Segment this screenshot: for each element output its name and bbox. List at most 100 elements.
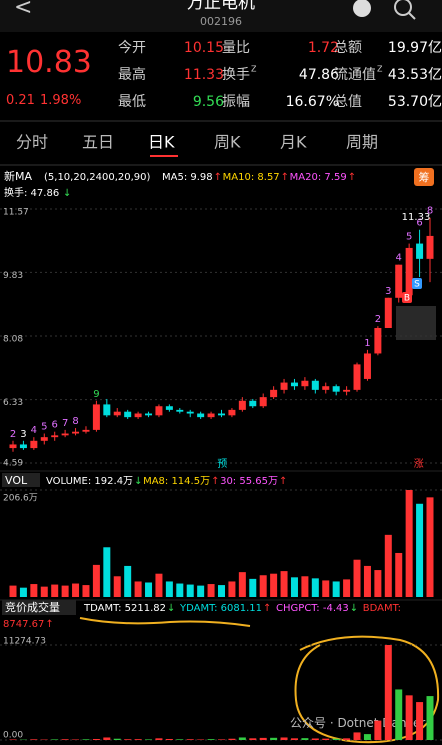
stat-value: 47.86 [299, 67, 339, 83]
zone-box [396, 306, 436, 340]
stat-value: 19.97亿 [388, 40, 442, 56]
back-button[interactable]: < [14, 0, 32, 20]
ma-item: MA5: 9.98 [162, 172, 213, 183]
volume-bar [363, 565, 371, 597]
bottom-mark: 涨 [414, 458, 424, 470]
stat-label: 振幅 [222, 94, 250, 110]
count-label: 8 [72, 416, 78, 427]
buy-bg [402, 292, 412, 303]
count-label: 8 [427, 206, 433, 217]
candle-body [155, 406, 163, 416]
auction-bar [82, 739, 90, 740]
auction-tag [2, 600, 76, 615]
auction-bar [426, 696, 434, 740]
auction-bar [259, 737, 267, 740]
volume-bar [270, 573, 278, 597]
auction-bar [103, 737, 111, 740]
vol-item: MA8: 114.5万 [143, 476, 210, 487]
tab[interactable]: 五日 [82, 133, 114, 152]
volume-bar [249, 578, 257, 597]
auction-bar [145, 739, 153, 740]
divider [0, 120, 442, 122]
candle-body [197, 413, 205, 418]
volume-bar [124, 565, 132, 597]
auction-bar [218, 739, 225, 740]
tab[interactable]: 周期 [346, 133, 378, 152]
tab[interactable]: 分时 [16, 133, 48, 152]
search-icon[interactable] [394, 0, 412, 16]
ma-arrow: ↑ [348, 172, 356, 183]
candle-body [301, 380, 309, 387]
candle-body [353, 364, 361, 390]
tab[interactable]: 月K [280, 133, 307, 152]
stat-value: 16.67% [286, 94, 339, 110]
volume-bar [290, 577, 298, 597]
auction-arrow: ↓ [167, 603, 175, 614]
stat-sup: Z [251, 65, 257, 74]
high-label: 11.33 [402, 212, 431, 223]
indicator-name: 新MA [4, 169, 32, 183]
y-tick-label: 206.6万 [3, 494, 38, 504]
candle-body [145, 413, 153, 416]
candle-body [280, 382, 288, 390]
tab[interactable]: 周K [214, 133, 241, 152]
turnover-arrow: ↓ [63, 188, 71, 199]
indicator-params: (5,10,20,2400,20,90) [44, 172, 151, 183]
candle-body [343, 389, 351, 392]
vol-arrow: ↑ [279, 476, 287, 487]
auction-bar [374, 720, 382, 740]
indicator-name: VOL [5, 474, 28, 487]
volume-bar [165, 581, 173, 597]
volume-bar [207, 584, 215, 597]
tab[interactable]: 日K [148, 133, 175, 152]
y-tick-label: 11.57 [3, 208, 29, 218]
volume-bar [145, 582, 153, 597]
stat-label: 量比 [222, 40, 250, 56]
buy-mark: B [404, 294, 410, 304]
candle-body [259, 397, 267, 407]
volume-bar [259, 575, 267, 597]
volume-bar [218, 585, 225, 597]
auction-bar [311, 738, 319, 740]
volume-bar [332, 581, 340, 597]
annotation-underline [79, 617, 251, 627]
candle-body [92, 404, 100, 430]
count-label: 2 [375, 314, 381, 325]
auction-arrow: ↓ [350, 603, 358, 614]
candle-body [395, 264, 403, 298]
auction-bar [332, 738, 340, 740]
count-label: 3 [20, 429, 26, 440]
stat-sup: Z [377, 65, 383, 74]
y-tick-label: 11274.73 [3, 637, 46, 647]
volume-bar [322, 580, 330, 597]
volume-bar [51, 584, 59, 597]
candle-body [249, 400, 257, 407]
auction-bar [270, 737, 278, 740]
change-pct: 1.98% [40, 93, 81, 108]
sell-bg [412, 278, 422, 289]
auction-bar [124, 739, 132, 740]
auction-bar [72, 739, 80, 740]
volume-bar [384, 534, 392, 597]
stock-code: 002196 [200, 15, 242, 28]
auction-bar [176, 739, 184, 740]
volume-bar [9, 585, 17, 597]
icon[interactable] [353, 0, 371, 17]
candle-body [134, 413, 142, 418]
auction-item: 8747.67 [3, 619, 44, 630]
auction-bar [290, 738, 298, 740]
volume-bar [30, 584, 38, 597]
volume-bar [374, 570, 382, 597]
auction-bar [363, 734, 371, 740]
auction-bar [405, 695, 413, 740]
vol-arrow: ↓ [134, 476, 142, 487]
candle-body [19, 444, 27, 449]
stat-value: 53.70亿 [388, 94, 442, 110]
candle-body [332, 386, 340, 392]
volume-bar [280, 571, 288, 597]
stat-label: 最高 [118, 66, 146, 83]
volume-bar [82, 585, 90, 597]
price: 10.83 [6, 45, 92, 80]
